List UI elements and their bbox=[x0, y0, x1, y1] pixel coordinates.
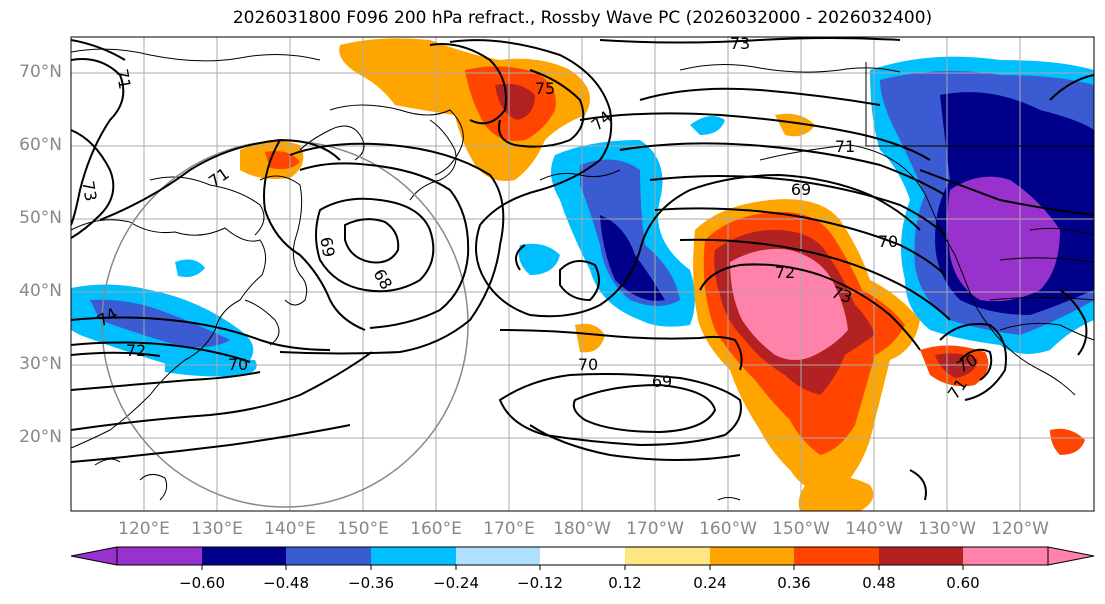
contour-label: 75 bbox=[535, 79, 555, 98]
colorbar-segment bbox=[371, 547, 456, 565]
lon-label: 160°E bbox=[410, 519, 462, 539]
colorbar-segment bbox=[286, 547, 371, 565]
lon-label: 120°W bbox=[991, 519, 1049, 539]
colorbar-segment bbox=[794, 547, 879, 565]
contour-label: 72 bbox=[775, 263, 795, 282]
colorbar-segment bbox=[879, 547, 963, 565]
colorbar-segment bbox=[710, 547, 794, 565]
lon-label: 150°W bbox=[772, 519, 830, 539]
lat-label: 20°N bbox=[19, 427, 62, 447]
map-title: 2026031800 F096 200 hPa refract., Rossby… bbox=[232, 8, 933, 28]
colorbar-segment bbox=[202, 547, 286, 565]
colorbar-segment bbox=[963, 547, 1048, 565]
contour-label: 71 bbox=[112, 67, 134, 90]
lon-label: 170°W bbox=[626, 519, 684, 539]
colorbar-segment bbox=[117, 547, 202, 565]
lon-label: 120°E bbox=[118, 519, 170, 539]
lon-label: 160°W bbox=[699, 519, 757, 539]
lon-label: 170°E bbox=[483, 519, 535, 539]
contour-label: 69 bbox=[791, 180, 811, 199]
lon-label: 130°W bbox=[918, 519, 976, 539]
lat-label: 60°N bbox=[19, 135, 62, 155]
colorbar-tick-label: −0.36 bbox=[348, 574, 394, 592]
coastlines bbox=[71, 48, 1094, 501]
colorbar-segment bbox=[456, 547, 540, 565]
contour-label: 69 bbox=[316, 235, 338, 258]
colorbar-tick-label: 0.60 bbox=[946, 574, 980, 592]
lon-label: 150°E bbox=[337, 519, 389, 539]
contour-label: 70 bbox=[878, 232, 898, 251]
lat-label: 70°N bbox=[19, 62, 62, 82]
colorbar-segment bbox=[625, 547, 710, 565]
lon-label: 180°W bbox=[553, 519, 611, 539]
lat-label: 40°N bbox=[19, 281, 62, 301]
lon-label: 140°E bbox=[264, 519, 316, 539]
colorbar-tick-label: −0.60 bbox=[179, 574, 225, 592]
colorbar-tick-label: 0.48 bbox=[862, 574, 896, 592]
colorbar-frame bbox=[116, 546, 1049, 566]
colorbar-tick-label: 0.24 bbox=[693, 574, 727, 592]
colorbar-max-arrow bbox=[1047, 546, 1095, 566]
colorbar-tick-label: −0.48 bbox=[263, 574, 309, 592]
colorbar-min-arrow bbox=[70, 546, 118, 566]
contour-label: 73 bbox=[730, 34, 750, 53]
colorbar bbox=[70, 546, 1095, 570]
contour-label: 73 bbox=[78, 179, 100, 202]
contour-label: 70 bbox=[228, 355, 248, 374]
lon-label: 130°E bbox=[191, 519, 243, 539]
colorbar-tick-label: −0.24 bbox=[433, 574, 479, 592]
contour-label: 72 bbox=[126, 341, 146, 360]
colorbar-segment bbox=[540, 547, 625, 565]
contour-label: 71 bbox=[835, 137, 855, 156]
lat-label: 50°N bbox=[19, 208, 62, 228]
contour-label: 69 bbox=[652, 372, 672, 391]
lon-label: 140°W bbox=[845, 519, 903, 539]
colorbar-tick-label: 0.36 bbox=[777, 574, 811, 592]
colorbar-tick-label: 0.12 bbox=[608, 574, 642, 592]
lat-label: 30°N bbox=[19, 354, 62, 374]
map-frame bbox=[70, 36, 1095, 512]
refractivity-contours bbox=[71, 37, 1094, 501]
contour-label: 70 bbox=[578, 355, 598, 374]
colorbar-tick-label: −0.12 bbox=[517, 574, 563, 592]
